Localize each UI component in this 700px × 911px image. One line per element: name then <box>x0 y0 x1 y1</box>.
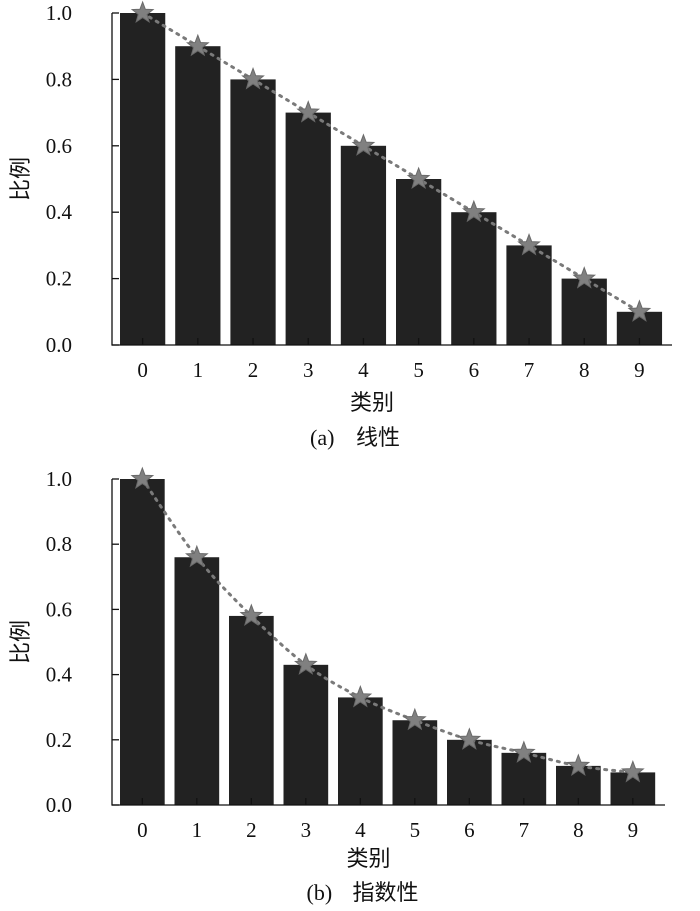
x-tick-label: 0 <box>137 818 148 842</box>
y-axis-title: 比例 <box>9 157 34 201</box>
bar-1 <box>174 557 220 805</box>
bar-3 <box>285 112 331 345</box>
y-tick-label: 1.0 <box>46 1 72 25</box>
star-marker-0 <box>130 466 155 490</box>
star-marker-7 <box>512 740 536 763</box>
star-marker-5 <box>406 166 431 190</box>
star-marker-4 <box>348 684 373 708</box>
y-tick-label: 0.4 <box>46 200 73 224</box>
x-tick-label: 6 <box>464 818 475 842</box>
x-tick-label: 3 <box>301 818 312 842</box>
x-tick-label: 7 <box>519 818 530 842</box>
bar-7 <box>501 752 547 805</box>
x-tick-label: 3 <box>303 358 314 382</box>
y-tick-label: 0.2 <box>46 728 72 752</box>
x-tick-label: 4 <box>358 358 369 382</box>
star-marker-1 <box>185 544 209 568</box>
x-axis-title: 类别 <box>346 847 390 872</box>
bar-4 <box>338 697 383 805</box>
x-tick-label: 8 <box>579 358 590 382</box>
y-tick-label: 0.0 <box>46 333 72 357</box>
bar-8 <box>561 278 607 345</box>
bar-0 <box>120 479 165 805</box>
x-tick-label: 2 <box>248 358 259 382</box>
y-tick-label: 0.8 <box>46 67 72 91</box>
x-tick-label: 8 <box>573 818 584 842</box>
bar-5 <box>392 720 438 805</box>
star-marker-1 <box>186 33 210 57</box>
star-marker-6 <box>462 199 486 223</box>
y-tick-label: 0.6 <box>46 597 72 621</box>
bar-6 <box>447 739 492 805</box>
y-tick-label: 0.0 <box>46 793 72 817</box>
y-tick-label: 0.2 <box>46 267 72 291</box>
bar-4 <box>340 145 387 345</box>
x-tick-label: 5 <box>410 818 421 842</box>
star-marker-6 <box>457 727 482 750</box>
star-marker-2 <box>239 603 264 626</box>
star-marker-0 <box>130 0 155 24</box>
y-tick-label: 0.4 <box>46 663 73 687</box>
caption-label: (b) <box>307 880 333 905</box>
bar-6 <box>451 212 497 345</box>
star-marker-2 <box>241 66 265 90</box>
bar-2 <box>230 79 276 346</box>
x-tick-label: 5 <box>413 358 424 382</box>
star-marker-4 <box>351 133 376 156</box>
x-tick-label: 9 <box>628 818 639 842</box>
star-marker-8 <box>572 266 597 289</box>
bar-0 <box>120 13 166 345</box>
x-axis-title: 类别 <box>350 391 394 416</box>
star-marker-8 <box>566 753 591 776</box>
y-tick-label: 0.8 <box>46 532 72 556</box>
x-tick-label: 4 <box>355 818 366 842</box>
star-marker-3 <box>296 100 321 123</box>
caption-title: 指数性 <box>353 881 419 906</box>
star-marker-9 <box>621 759 645 783</box>
x-tick-label: 1 <box>192 818 203 842</box>
x-tick-label: 6 <box>469 358 480 382</box>
caption-title: 线性 <box>356 426 400 451</box>
star-marker-3 <box>294 652 318 675</box>
y-tick-label: 1.0 <box>46 467 72 491</box>
caption-label: (a) <box>310 425 334 450</box>
bar-2 <box>229 615 274 805</box>
star-marker-5 <box>403 707 427 731</box>
star-marker-7 <box>517 232 541 256</box>
star-marker-9 <box>627 299 652 322</box>
y-axis-title: 比例 <box>9 620 34 664</box>
bar-5 <box>396 179 442 345</box>
bar-1 <box>175 46 221 345</box>
x-tick-label: 9 <box>634 358 645 382</box>
x-tick-label: 1 <box>193 358 204 382</box>
bar-7 <box>506 245 552 345</box>
x-tick-label: 2 <box>246 818 257 842</box>
bar-3 <box>283 664 329 805</box>
trend-line <box>141 11 641 314</box>
x-tick-label: 0 <box>137 358 148 382</box>
y-tick-label: 0.6 <box>46 134 72 158</box>
trend-line <box>140 477 635 774</box>
x-tick-label: 7 <box>524 358 535 382</box>
